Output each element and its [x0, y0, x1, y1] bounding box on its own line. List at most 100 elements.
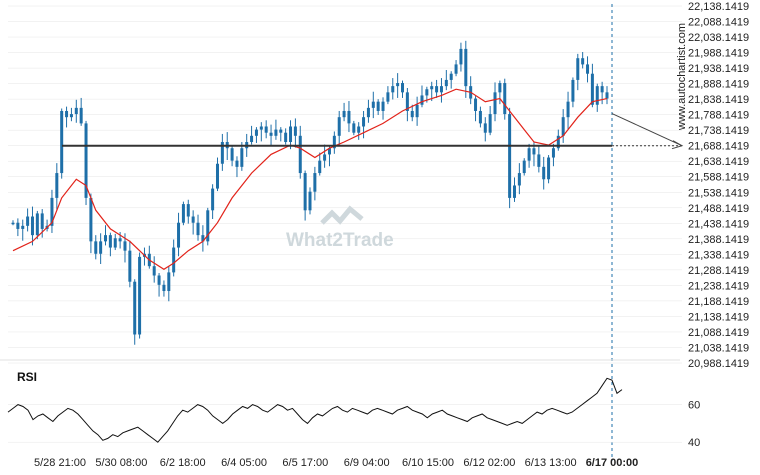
time-tick-label: 5/30 08:00: [95, 457, 147, 469]
candle-body: [371, 101, 375, 108]
time-tick-label: 6/12 02:00: [463, 457, 515, 469]
candle-body: [21, 225, 25, 229]
candle-body: [79, 107, 83, 124]
candle-body: [508, 114, 512, 198]
candle-body: [444, 79, 448, 87]
candle-body: [352, 123, 356, 133]
rsi-tick-label: 40: [688, 437, 700, 449]
moving-average-line: [12, 88, 608, 271]
candle-body: [327, 148, 331, 155]
candle-body: [522, 160, 526, 174]
candle-body: [391, 86, 395, 93]
candle-body: [206, 210, 210, 242]
candle-body: [201, 235, 205, 242]
price-tick-label: 21,738.1419: [688, 125, 749, 137]
watermark-logo-icon: [320, 205, 364, 225]
candle-body: [537, 154, 541, 167]
candle-body: [576, 58, 580, 80]
candle-body: [254, 129, 258, 136]
price-tick-label: 21,538.1419: [688, 187, 749, 199]
candle-body: [235, 160, 239, 167]
candle-body: [269, 132, 273, 136]
price-tick-label: 21,688.1419: [688, 141, 749, 153]
candle-body: [99, 241, 103, 254]
candle-body: [425, 89, 429, 96]
candle-body: [464, 48, 468, 87]
candle-body: [581, 58, 585, 65]
candle-body: [556, 135, 560, 149]
time-tick-label: 6/5 17:00: [282, 457, 328, 469]
candle-body: [55, 173, 59, 198]
candle-body: [113, 238, 117, 248]
rsi-title: RSI: [17, 370, 37, 384]
price-tick-label: 21,088.1419: [688, 327, 749, 339]
price-tick-label: 21,038.1419: [688, 342, 749, 354]
candle-body: [337, 117, 341, 136]
rsi-grid: [8, 404, 682, 443]
candle-body: [50, 197, 54, 226]
price-tick-label: 21,988.1419: [688, 48, 749, 60]
candle-body: [376, 101, 380, 111]
candle-body: [84, 123, 88, 198]
candles: [11, 40, 609, 345]
time-tick-label: 6/13 13:00: [525, 457, 577, 469]
candle-body: [157, 275, 161, 285]
candle-body: [342, 110, 346, 118]
candle-body: [357, 126, 361, 133]
time-tick-label: 6/10 15:00: [402, 457, 454, 469]
time-axis: 5/28 21:00 5/30 08:00 6/2 18:00 6/4 05:00 6/…: [34, 457, 638, 469]
candle-body: [191, 216, 195, 223]
candle-body: [16, 222, 20, 229]
price-tick-label: 21,388.1419: [688, 234, 749, 246]
candle-body: [547, 157, 551, 180]
candle-body: [459, 48, 463, 65]
price-tick-label: 21,338.1419: [688, 249, 749, 261]
candle-body: [527, 148, 531, 161]
candle-body: [220, 142, 224, 164]
candle-body: [177, 222, 181, 248]
candle-body: [250, 135, 254, 143]
candle-body: [303, 173, 307, 211]
price-grid: [8, 5, 682, 364]
candle-body: [410, 110, 414, 118]
candle-body: [118, 238, 122, 242]
candle-body: [366, 107, 370, 118]
projection-arrow: [611, 113, 684, 150]
candle-body: [35, 213, 39, 236]
candle-body: [138, 256, 142, 335]
price-axis: 22,138.1419 22,088.1419 22,038.1419 21,988.…: [688, 1, 749, 370]
candle-body: [381, 101, 385, 111]
candle-body: [512, 185, 516, 198]
price-tick-label: 21,288.1419: [688, 265, 749, 277]
site-label: www.autochartist.com: [676, 23, 688, 131]
candle-body: [298, 135, 302, 174]
candle-body: [181, 204, 185, 223]
candle-body: [498, 83, 502, 93]
candle-body: [600, 86, 604, 93]
candle-body: [586, 64, 590, 74]
candle-body: [405, 92, 409, 111]
time-tick-label: 6/2 18:00: [160, 457, 206, 469]
candle-body: [493, 92, 497, 115]
price-tick-label: 21,788.1419: [688, 110, 749, 122]
price-tick-label: 22,088.1419: [688, 17, 749, 29]
price-tick-label: 21,638.1419: [688, 156, 749, 168]
candle-body: [478, 110, 482, 124]
candle-body: [104, 235, 108, 242]
candle-body: [230, 148, 234, 161]
watermark: What2Trade: [286, 205, 394, 251]
candle-body: [488, 114, 492, 133]
rsi-line: [7, 377, 623, 443]
candle-body: [561, 117, 565, 136]
candle-body: [284, 132, 288, 143]
candle-body: [94, 241, 98, 254]
candle-body: [186, 204, 190, 217]
price-tick-label: 22,138.1419: [688, 1, 749, 13]
candle-body: [60, 110, 64, 174]
candle-body: [172, 247, 176, 273]
time-tick-label: 6/17 00:00: [586, 457, 639, 469]
candle-body: [323, 154, 327, 161]
candle-body: [362, 117, 366, 127]
candle-body: [308, 191, 312, 211]
